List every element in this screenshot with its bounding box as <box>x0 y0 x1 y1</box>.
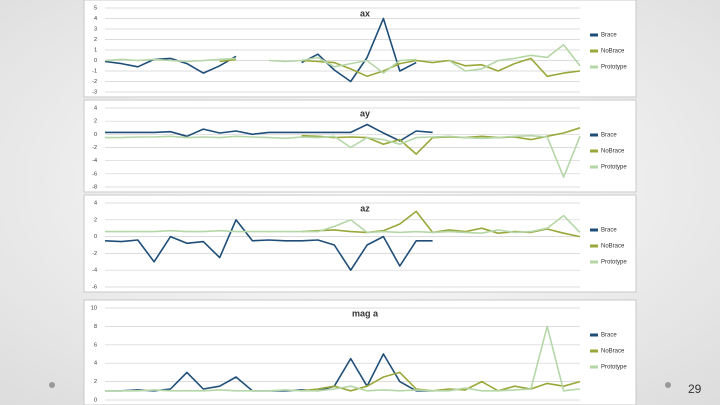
y-tick-label: 2 <box>94 217 97 223</box>
y-tick-label: -4 <box>92 158 97 164</box>
series-line <box>104 219 433 271</box>
y-tick-label: 0 <box>94 397 97 403</box>
y-tick-label: -6 <box>92 284 97 290</box>
legend-label: Prototype <box>601 65 627 71</box>
series-line <box>105 325 581 392</box>
legend-label: Prototype <box>601 365 627 371</box>
y-tick-label: 2 <box>94 37 97 43</box>
y-tick-label: 2 <box>94 379 97 385</box>
legend-label: Prototype <box>601 165 627 171</box>
y-tick-label: -2 <box>92 251 97 257</box>
y-tick-label: 10 <box>91 305 97 311</box>
legend-label: NoBrace <box>601 149 625 155</box>
y-tick-label: 2 <box>94 119 97 125</box>
y-tick-label: 4 <box>94 200 97 206</box>
y-tick-label: 4 <box>94 361 97 367</box>
y-tick-label: 4 <box>94 16 97 22</box>
y-tick-label: -2 <box>92 145 97 151</box>
legend-label: Brace <box>601 133 617 139</box>
series-line <box>105 134 581 178</box>
chart-title: ay <box>360 108 370 118</box>
y-tick-label: -4 <box>92 268 97 274</box>
series-line <box>105 214 581 234</box>
series-line <box>104 44 581 74</box>
legend-label: Brace <box>601 33 617 39</box>
y-tick-label: 4 <box>94 105 97 111</box>
legend-label: Brace <box>601 228 617 234</box>
chart-title: mag a <box>352 308 379 318</box>
chart-panel <box>83 0 637 98</box>
legend-label: NoBrace <box>601 49 625 55</box>
page-number: 29 <box>688 382 702 396</box>
y-tick-label: 0 <box>94 58 97 64</box>
legend-label: NoBrace <box>601 244 625 250</box>
y-tick-label: 0 <box>94 234 97 240</box>
series-line <box>105 123 433 142</box>
y-tick-label: 8 <box>94 324 97 330</box>
y-tick-label: -2 <box>92 79 97 85</box>
chart-panel <box>83 194 637 293</box>
y-tick-label: -8 <box>92 184 97 190</box>
y-tick-label: -6 <box>92 171 97 177</box>
decor-dot <box>49 382 55 388</box>
series-line <box>301 371 581 392</box>
y-tick-label: -3 <box>92 89 97 95</box>
y-tick-label: 3 <box>94 26 97 32</box>
y-tick-label: 6 <box>94 342 97 348</box>
legend-label: Brace <box>601 333 617 339</box>
decor-dot <box>665 382 671 388</box>
y-tick-label: 5 <box>94 5 97 11</box>
chart-title: ax <box>360 8 370 18</box>
y-tick-label: 1 <box>94 47 97 53</box>
series-line <box>219 57 581 78</box>
legend-label: Prototype <box>601 260 627 266</box>
y-tick-label: -1 <box>92 68 97 74</box>
chart-panel <box>83 99 637 193</box>
y-tick-label: 0 <box>94 132 97 138</box>
chart-title: az <box>360 203 370 213</box>
legend-label: NoBrace <box>601 349 625 355</box>
